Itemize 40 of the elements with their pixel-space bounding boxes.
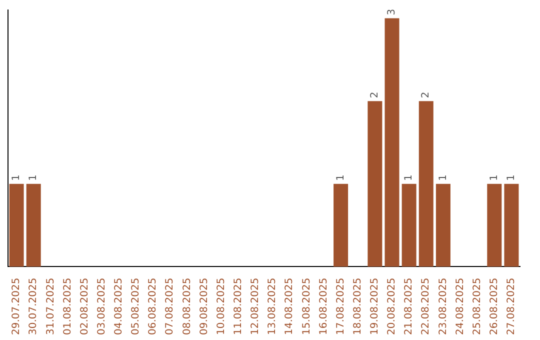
x-tick-label: 31.07.2025	[45, 278, 56, 336]
data-label: 2	[420, 92, 432, 98]
x-tick-label: 27.08.2025	[506, 278, 518, 336]
data-label: 1	[488, 174, 500, 181]
x-tick-label: 04.08.2025	[114, 278, 125, 336]
x-tick-label: 25.08.2025	[472, 278, 483, 336]
data-label: 1	[438, 174, 449, 181]
x-tick-label: 24.08.2025	[454, 278, 466, 336]
x-tick-label: 26.08.2025	[488, 278, 500, 336]
x-tick-label: 12.08.2025	[250, 278, 262, 336]
x-tick-label: 01.08.2025	[62, 278, 74, 336]
x-tick-label: 09.08.2025	[198, 278, 210, 336]
data-label: 1	[11, 174, 22, 181]
x-tick-label: 05.08.2025	[130, 278, 142, 336]
x-tick-label: 21.08.2025	[404, 278, 415, 336]
data-label: 3	[386, 8, 398, 16]
data-label: 1	[404, 174, 415, 181]
data-label: 1	[28, 174, 40, 181]
x-tick-label: 13.08.2025	[267, 278, 278, 336]
data-label: 2	[370, 92, 381, 98]
x-tick-label: 22.08.2025	[420, 278, 432, 336]
x-tick-label: 14.08.2025	[284, 278, 296, 336]
data-label: 1	[506, 174, 518, 181]
x-tick-label: 30.07.2025	[28, 278, 40, 336]
x-tick-label: 11.08.2025	[232, 278, 244, 336]
x-tick-label: 07.08.2025	[164, 278, 176, 336]
x-tick-label: 29.07.2025	[11, 278, 22, 336]
x-tick-label: 16.08.2025	[318, 278, 330, 336]
x-tick-label: 19.08.2025	[370, 278, 381, 336]
x-tick-label: 06.08.2025	[148, 278, 159, 336]
x-tick-label: 23.08.2025	[438, 278, 449, 336]
x-tick-label: 15.08.2025	[301, 278, 312, 336]
x-tick-label: 20.08.2025	[386, 278, 398, 336]
x-tick-label: 18.08.2025	[352, 278, 364, 336]
x-tick-label: 17.08.2025	[335, 278, 346, 336]
x-tick-label: 02.08.2025	[79, 278, 90, 336]
x-tick-label: 10.08.2025	[216, 278, 227, 336]
data-label: 1	[335, 174, 346, 181]
x-tick-label: 08.08.2025	[182, 278, 193, 336]
x-tick-label: 03.08.2025	[96, 278, 108, 336]
